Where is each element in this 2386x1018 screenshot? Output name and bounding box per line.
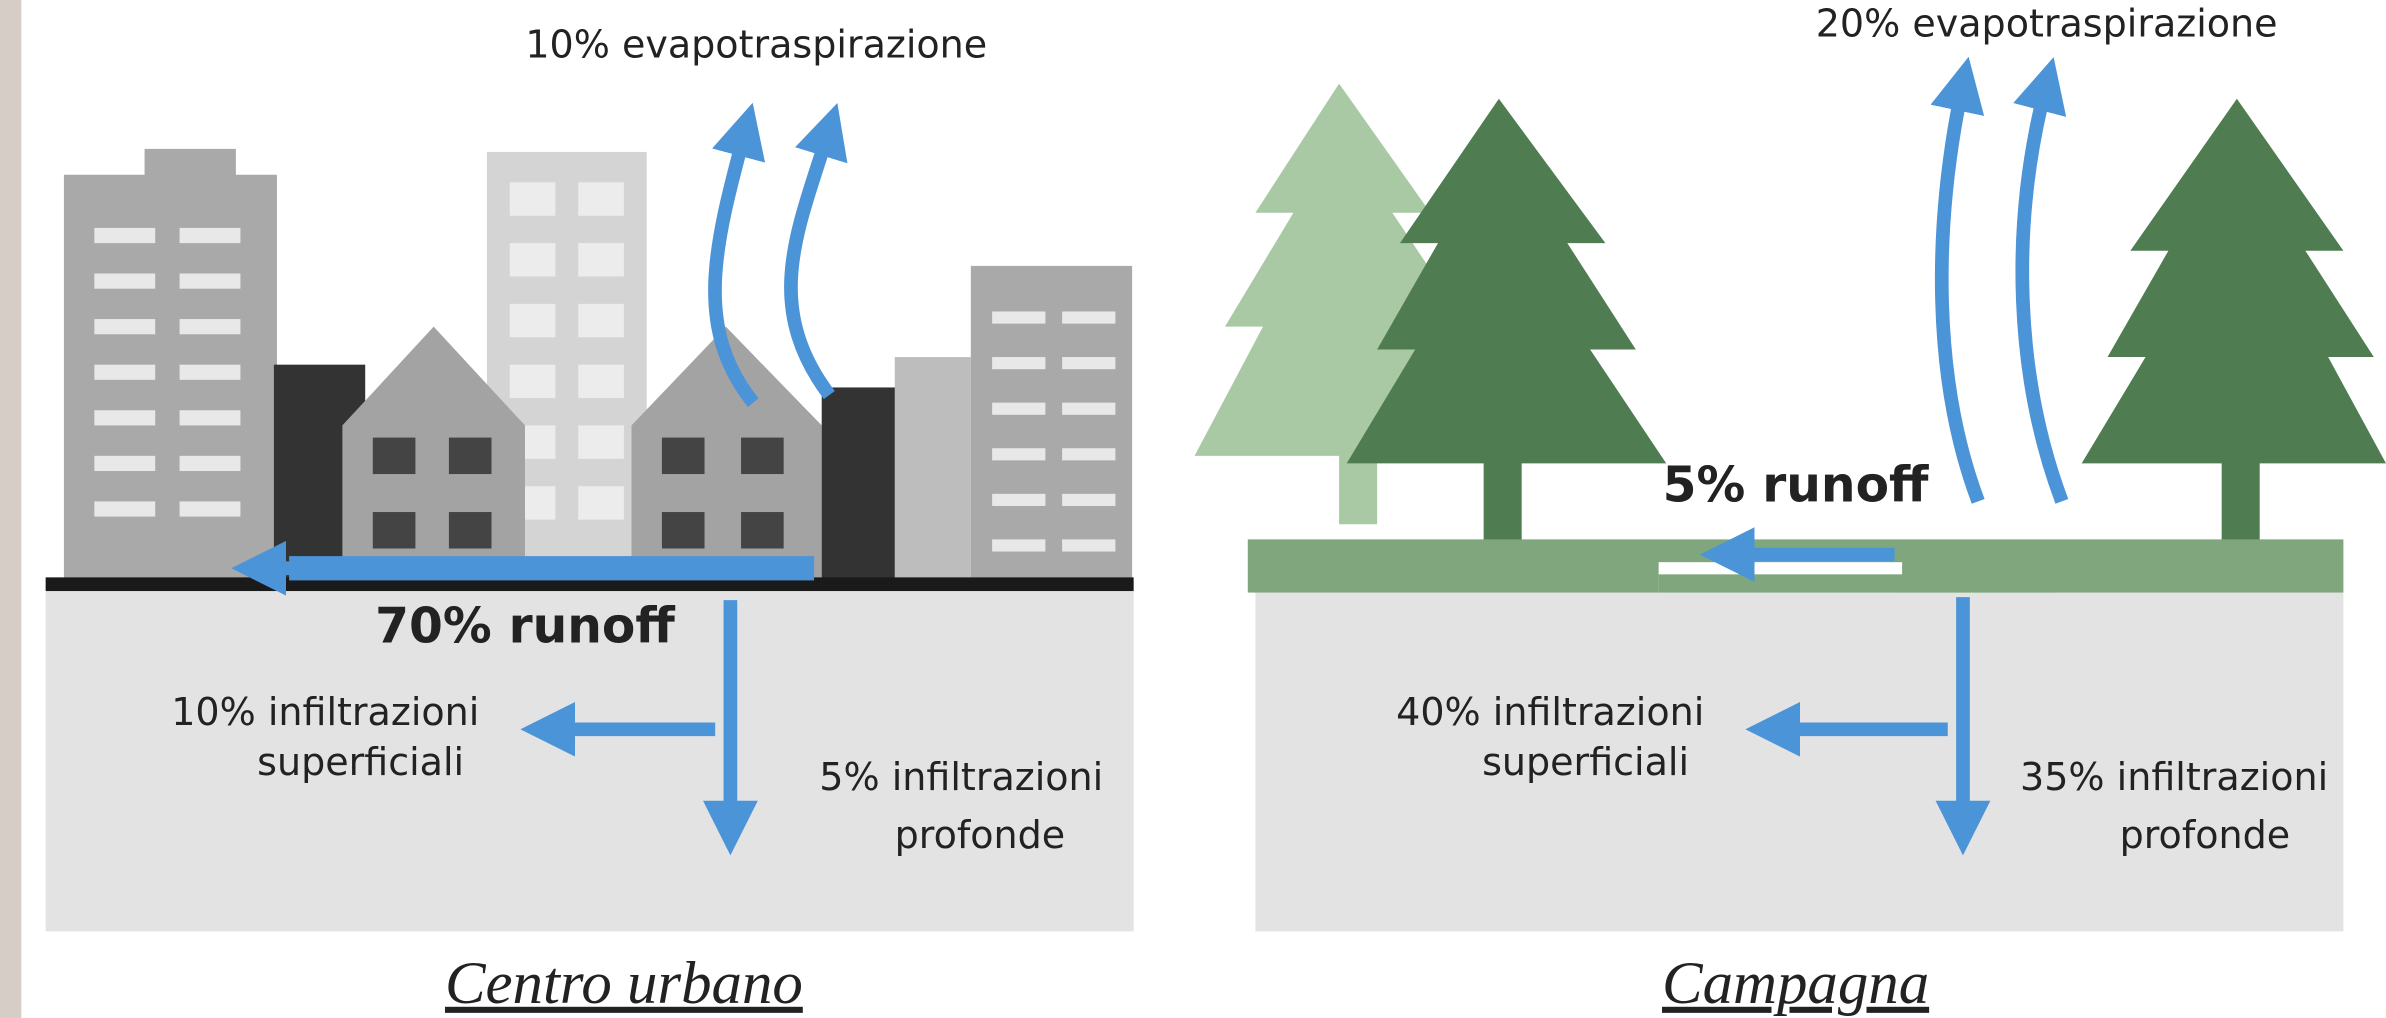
evapo-label: 10% evapotraspirazione — [525, 23, 987, 67]
deep-label: 5% infiltrazioni — [819, 755, 1103, 799]
panel-title: Centro urbano — [445, 950, 803, 1017]
deep-label: profonde — [2120, 813, 2291, 857]
deep-label: 35% infiltrazioni — [2020, 755, 2328, 799]
diagram: 10% evapotraspirazione 70% runoff 10% in… — [0, 0, 2386, 1018]
shallow-label: superficiali — [257, 740, 464, 784]
deep-label: profonde — [895, 813, 1066, 857]
runoff-label: 70% runoff — [375, 599, 675, 655]
shallow-label: 40% infiltrazioni — [1396, 690, 1704, 734]
evapo-label: 20% evapotraspirazione — [1816, 1, 2278, 45]
panel-title: Campagna — [1662, 950, 1929, 1017]
runoff-label: 5% runoff — [1663, 457, 1929, 513]
shallow-label: 10% infiltrazioni — [171, 690, 479, 734]
shallow-label: superficiali — [1482, 740, 1689, 784]
